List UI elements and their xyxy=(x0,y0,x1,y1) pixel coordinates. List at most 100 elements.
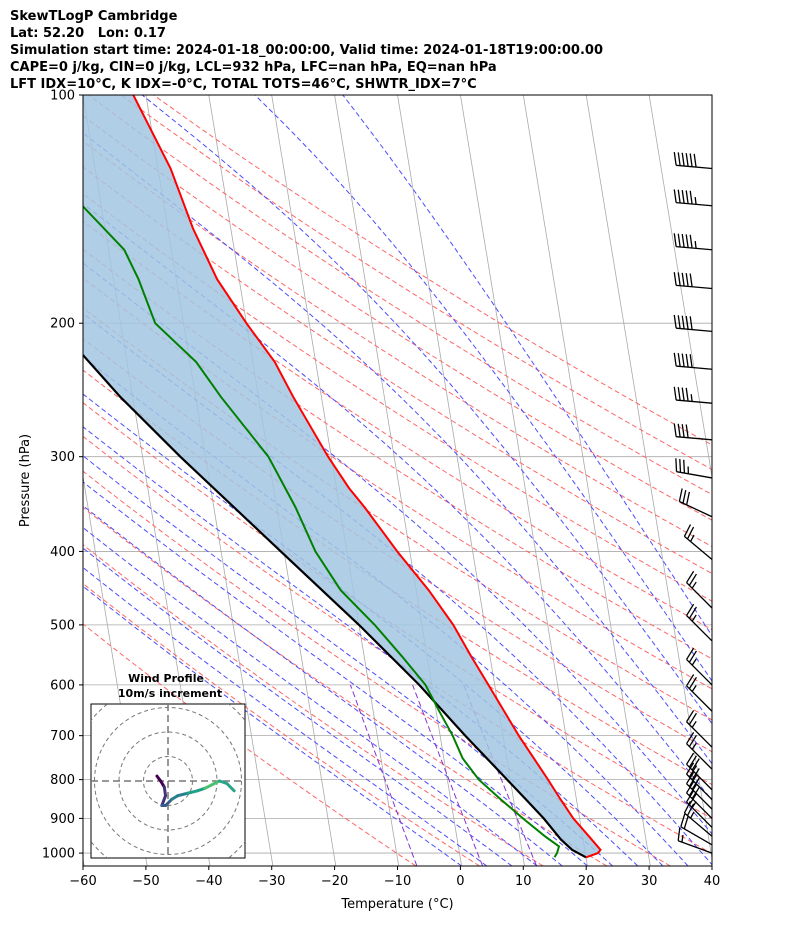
hodograph-segment xyxy=(186,789,199,795)
barb-staff xyxy=(686,685,713,712)
dry-adiabat xyxy=(83,402,712,820)
time-line: Simulation start time: 2024-01-18_00:00:… xyxy=(10,43,603,58)
barb-staff xyxy=(686,721,713,748)
barb-staff xyxy=(676,284,713,290)
moist-adiabat xyxy=(83,566,488,866)
barb-staff xyxy=(676,164,713,170)
barb-flag xyxy=(685,353,689,368)
hodograph-title: Wind Profile xyxy=(128,672,204,685)
moist-adiabat xyxy=(83,547,513,866)
x-tick-label: 20 xyxy=(578,874,595,889)
barb-flag xyxy=(688,573,697,586)
hodograph-subtitle: 10m/s increment xyxy=(118,687,222,700)
stability-line: CAPE=0 j/kg, CIN=0 j/kg, LCL=932 hPa, LF… xyxy=(10,60,497,75)
barb-flag xyxy=(675,458,678,472)
wind-barb xyxy=(685,710,713,748)
dry-adiabat xyxy=(120,95,712,471)
barb-staff xyxy=(686,615,713,642)
y-tick-label: 800 xyxy=(50,773,75,788)
wind-barb xyxy=(683,524,713,561)
moist-adiabat xyxy=(83,585,462,866)
barb-staff xyxy=(676,327,713,332)
barb-flag xyxy=(681,152,685,167)
barb-flag xyxy=(677,189,681,204)
hodograph-inset: Wind Profile 10m/s increment xyxy=(90,672,246,859)
wind-barb xyxy=(673,352,713,370)
location-line: Lat: 52.20 Lon: 0.17 xyxy=(10,26,166,41)
barb-flag xyxy=(685,710,695,723)
barb-flag xyxy=(677,272,681,286)
dry-adiabat xyxy=(83,435,712,855)
x-tick-label: −50 xyxy=(132,874,159,889)
y-tick-label: 400 xyxy=(50,545,75,560)
dry-adiabat xyxy=(83,140,712,548)
barb-flag xyxy=(673,386,677,401)
barb-half-flag xyxy=(690,394,693,402)
barb-staff xyxy=(676,245,713,251)
moist-adiabat xyxy=(83,203,712,802)
barb-half-flag xyxy=(691,684,697,692)
moist-adiabat xyxy=(83,505,563,866)
barb-half-flag xyxy=(691,614,697,622)
x-tick-label: −20 xyxy=(321,874,348,889)
barb-staff xyxy=(686,792,713,819)
barb-staff xyxy=(676,399,713,404)
barb-staff xyxy=(684,812,713,837)
wind-barb xyxy=(675,458,713,479)
x-tick-label: 10 xyxy=(515,874,532,889)
hodograph-segment xyxy=(160,794,168,807)
barb-flag xyxy=(685,153,689,167)
x-tick-label: −30 xyxy=(258,874,285,889)
barb-flag xyxy=(681,315,685,329)
hodograph-segment xyxy=(225,781,236,793)
moist-adiabat xyxy=(141,95,712,725)
barb-flag xyxy=(686,526,695,540)
barb-flag xyxy=(677,387,681,401)
moist-adiabat xyxy=(83,481,588,866)
x-tick-label: 30 xyxy=(641,874,658,889)
dry-adiabat xyxy=(83,307,712,721)
barb-flag xyxy=(673,189,677,203)
barb-half-flag xyxy=(691,742,697,750)
wind-barb xyxy=(685,647,713,686)
wind-barb xyxy=(685,674,713,712)
barb-flag xyxy=(683,524,692,537)
barb-staff xyxy=(686,783,713,810)
barb-staff xyxy=(684,535,713,561)
barb-flag xyxy=(681,272,685,287)
cape-cin-shading xyxy=(83,95,601,858)
barb-flag xyxy=(685,603,695,616)
barb-half-flag xyxy=(681,834,684,843)
y-tick-label: 200 xyxy=(50,317,75,332)
moist-adiabat xyxy=(83,132,712,765)
barb-flag xyxy=(680,813,686,827)
barb-flag xyxy=(673,423,677,437)
barb-flag xyxy=(682,490,687,504)
y-tick-label: 600 xyxy=(50,678,75,693)
barb-half-flag xyxy=(694,241,697,249)
wind-barbs xyxy=(673,152,713,854)
barb-staff xyxy=(686,801,713,828)
barb-flag xyxy=(685,234,689,248)
barb-flag xyxy=(688,606,697,619)
barb-flag xyxy=(673,233,677,247)
dry-adiabat xyxy=(83,277,712,690)
mixing-ratio-line xyxy=(412,684,484,866)
barb-flag xyxy=(685,491,691,506)
wind-barb xyxy=(673,272,713,290)
x-axis-label: Temperature (°C) xyxy=(340,897,453,912)
hodograph-segment xyxy=(176,791,190,798)
barb-flag xyxy=(689,316,693,330)
barb-flag xyxy=(681,387,685,401)
barb-flag xyxy=(679,459,682,473)
y-tick-label: 900 xyxy=(50,812,75,827)
barb-flag xyxy=(689,273,693,287)
moist-adiabat xyxy=(254,95,712,682)
wind-barb xyxy=(673,152,713,170)
wind-barb xyxy=(673,423,713,441)
wind-barb xyxy=(673,314,713,332)
barb-staff xyxy=(686,763,713,791)
barb-flag xyxy=(683,459,686,474)
